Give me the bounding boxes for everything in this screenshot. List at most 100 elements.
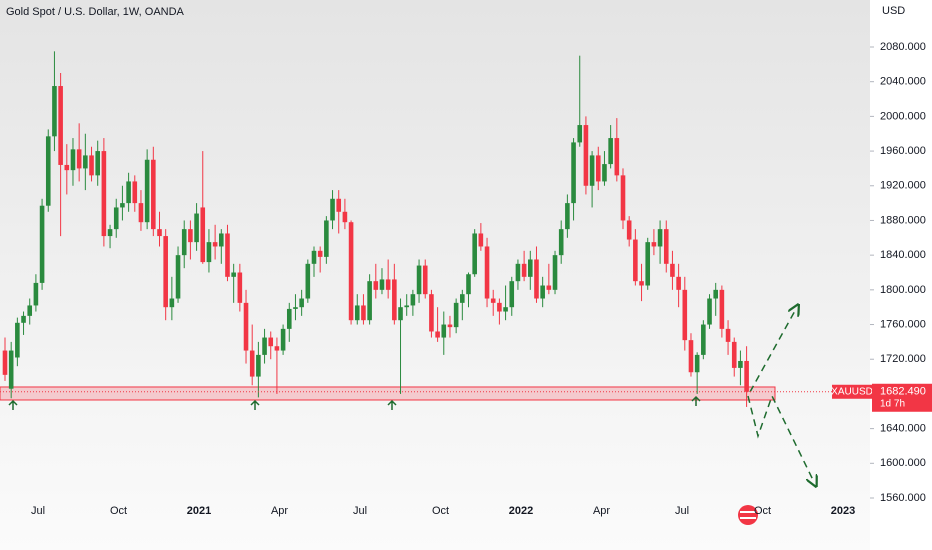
candle-body	[336, 198, 342, 212]
candle-body	[120, 203, 125, 208]
symbol-tag	[832, 384, 872, 399]
candle-body	[52, 86, 57, 137]
arrow	[691, 395, 701, 406]
candle-body	[194, 213, 199, 243]
y-tick-label: 2040.000	[880, 76, 926, 88]
x-tick-label: Jul	[31, 505, 45, 517]
y-tick-label: 1760.000	[880, 318, 926, 330]
projection-down	[747, 394, 814, 482]
x-tick-label: Apr	[271, 505, 288, 517]
candle-body	[324, 220, 329, 257]
x-tick-label: Apr	[593, 505, 610, 517]
candle-body	[565, 203, 570, 230]
arrow	[8, 399, 18, 410]
candle-body	[132, 181, 138, 204]
candle-body	[64, 164, 70, 171]
candle-body	[429, 294, 434, 332]
x-tick-label: 2023	[831, 505, 855, 517]
support-zone	[0, 386, 776, 401]
candle-body	[670, 263, 675, 277]
candle-body	[274, 346, 280, 351]
countdown-label: 1d 7h	[880, 398, 905, 409]
candle-body	[317, 250, 323, 257]
candle-body	[515, 263, 521, 282]
candle-body	[422, 265, 428, 295]
candle-body	[83, 155, 88, 169]
candle-body	[21, 315, 26, 323]
candle-body	[620, 175, 626, 221]
y-tick-label: 1600.000	[880, 457, 926, 469]
candle-body	[8, 350, 14, 389]
y-tick-label: 1920.000	[880, 180, 926, 192]
candle-body	[577, 125, 583, 143]
y-tick-label: 2000.000	[880, 110, 926, 122]
candle-body	[490, 298, 496, 303]
candle-body	[237, 272, 243, 303]
candle-body	[58, 86, 63, 165]
candle-body	[626, 220, 632, 240]
candle-body	[633, 239, 638, 282]
candle-body	[151, 159, 156, 230]
candle-body	[348, 222, 354, 321]
candle-body	[361, 305, 366, 321]
candle-body	[478, 233, 484, 247]
y-unit: USD	[882, 5, 905, 17]
chart-title: Gold Spot / U.S. Dollar, 1W, OANDA	[6, 6, 185, 18]
x-tick-label: 2021	[187, 505, 211, 517]
candle-body	[379, 279, 385, 290]
x-tick-label: Jul	[675, 505, 689, 517]
candle-body	[280, 328, 286, 351]
candle-body	[342, 211, 348, 223]
y-tick-label: 1880.000	[880, 214, 926, 226]
candle-body	[163, 236, 168, 308]
candle-body	[540, 285, 545, 299]
candle-body	[583, 125, 589, 186]
candle-body	[688, 340, 694, 373]
projection	[747, 309, 814, 482]
candle-body	[453, 302, 459, 328]
candle-body	[70, 149, 76, 171]
candle-body	[676, 276, 681, 290]
candle-body	[651, 242, 657, 247]
candle-body	[138, 203, 144, 223]
logo	[738, 505, 758, 525]
symbol-label: XAUUSD	[831, 386, 873, 397]
candle-body	[39, 205, 45, 283]
x-tick-label: Oct	[110, 505, 127, 517]
y-tick-label: 1640.000	[880, 423, 926, 435]
candle-body	[719, 289, 725, 329]
candle-body	[219, 233, 224, 247]
y-tick-label: 1560.000	[880, 492, 926, 504]
candle-body	[602, 164, 607, 182]
candle-body	[354, 305, 360, 321]
candle-body	[373, 281, 379, 290]
candle-body	[460, 294, 465, 303]
candle-body	[503, 307, 508, 312]
candle-body	[367, 281, 372, 321]
candle-body	[738, 360, 743, 368]
candle-body	[113, 207, 119, 230]
candle-body	[385, 279, 391, 290]
candle-body	[243, 302, 249, 351]
price-axis-background	[870, 0, 932, 550]
candle-body	[614, 138, 620, 176]
support-arrows	[8, 395, 701, 410]
x-tick-label: Oct	[432, 505, 449, 517]
candle-body	[107, 229, 113, 237]
candle-body	[744, 360, 749, 392]
candle-body	[707, 298, 712, 325]
candle-body	[33, 282, 39, 306]
y-tick-label: 2080.000	[880, 41, 926, 53]
y-tick-label: 1800.000	[880, 284, 926, 296]
last-price-label: 1682.490	[880, 386, 926, 398]
candle-body	[27, 305, 33, 316]
candle-body	[435, 331, 440, 338]
candle-body	[398, 307, 403, 321]
candle-body	[713, 289, 718, 299]
candle-body	[663, 229, 669, 264]
x-tick-label: 2022	[509, 505, 533, 517]
candle-body	[175, 255, 181, 299]
candle-body	[725, 328, 731, 342]
candle-body	[472, 233, 477, 275]
candle-body	[521, 263, 527, 277]
